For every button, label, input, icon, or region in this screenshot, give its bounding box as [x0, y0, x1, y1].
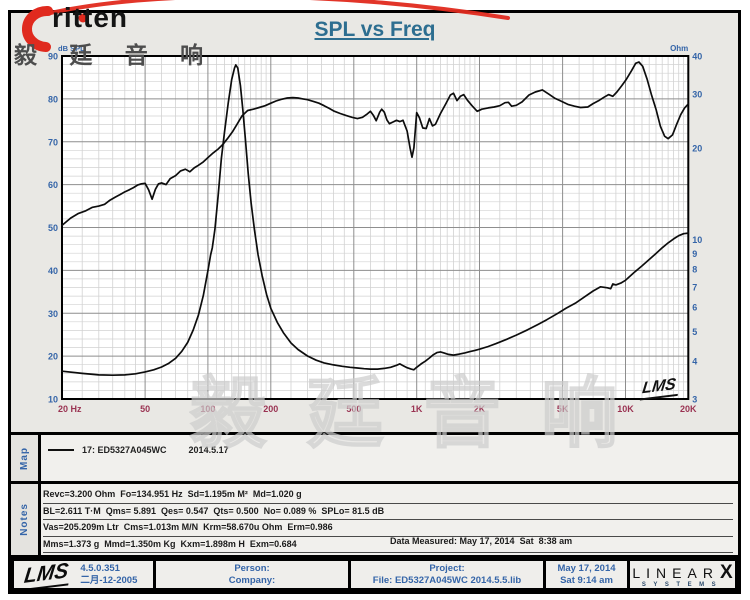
linearx-logo: LINEAR X SYSTEMS [630, 561, 735, 588]
x-tick-label: 1K [411, 404, 423, 414]
x-tick-label: 50 [140, 404, 150, 414]
notes-label-cell: Notes [11, 484, 41, 555]
y-right-tick-label: 3 [692, 395, 697, 405]
impedance-curve [61, 64, 690, 377]
y-right-tick-label: 10 [692, 235, 702, 245]
notes-line-1: Revc=3.200 Ohm Fo=134.951 Hz Sd=1.195m M… [43, 487, 733, 504]
y-right-tick-label: 7 [692, 282, 697, 292]
y-right-tick-label: 30 [692, 90, 702, 100]
separator [11, 432, 738, 435]
y-right-tick-label: 8 [692, 265, 697, 275]
notes-line-4: Mms=1.373 g Mmd=1.350m Kg Kxm=1.898m H E… [43, 537, 733, 553]
footer-date: May 17, 2014 [557, 562, 616, 574]
y-left-tick-label: 70 [48, 137, 58, 147]
legend-item: 17: ED5327A045WC 2014.5.17 [48, 445, 229, 455]
notes-content: Revc=3.200 Ohm Fo=134.951 Hz Sd=1.195m M… [41, 484, 738, 555]
legend-curve-id: 17: ED5327A045WC [82, 445, 167, 455]
legend-line-sample [48, 449, 74, 451]
separator [11, 555, 738, 558]
linearx-x: X [719, 561, 733, 583]
y-right-tick-label: 4 [692, 356, 697, 366]
notes-section: Notes Revc=3.200 Ohm Fo=134.951 Hz Sd=1.… [11, 484, 738, 555]
x-tick-label: 2K [474, 404, 486, 414]
y-right-tick-label: 20 [692, 143, 702, 153]
footer-date-cell: May 17, 2014 Sat 9:14 am [546, 561, 630, 588]
footer-time: Sat 9:14 am [560, 574, 613, 586]
lms-logo: LMS [20, 561, 72, 588]
map-section: Map 17: ED5327A045WC 2014.5.17 [11, 435, 738, 481]
x-tick-label: 100 [200, 404, 215, 414]
y-left-tick-label: 20 [48, 352, 58, 362]
file-label: File: ED5327A045WC 2014.5.5.lib [372, 574, 522, 586]
y-left-tick-label: 90 [48, 52, 58, 62]
x-tick-label: 10K [617, 404, 634, 414]
y-left-tick-label: 60 [48, 180, 58, 190]
y-right-tick-label: 6 [692, 303, 697, 313]
y-right-axis-unit: Ohm [670, 44, 688, 53]
notes-line-2: BL=2.611 T·M Qms= 5.891 Qes= 0.547 Qts= … [43, 504, 733, 520]
plot-border [61, 55, 690, 400]
company-label: Company: [228, 574, 276, 586]
y-left-axis-unit: dB SPL [58, 44, 85, 53]
version-block: 4.5.0.351 二月-12-2005 [80, 563, 137, 586]
y-left-tick-label: 10 [48, 395, 58, 405]
footer-project-cell: Project: File: ED5327A045WC 2014.5.5.lib [351, 561, 546, 588]
version-date: 二月-12-2005 [80, 574, 138, 586]
linearx-systems: SYSTEMS [641, 581, 724, 588]
footer-bar: LMS 4.5.0.351 二月-12-2005 Person: Company… [11, 558, 738, 591]
x-tick-label: 20K [680, 404, 697, 414]
y-right-tick-label: 9 [692, 249, 697, 259]
footer-lms-cell: LMS 4.5.0.351 二月-12-2005 [14, 561, 156, 588]
linearx-wordmark: LINEAR X [632, 562, 732, 584]
map-content: 17: ED5327A045WC 2014.5.17 [41, 435, 738, 481]
y-left-tick-label: 80 [48, 94, 58, 104]
y-left-tick-label: 30 [48, 309, 58, 319]
x-tick-label: 500 [346, 404, 361, 414]
separator [11, 481, 738, 484]
notes-line-3: Vas=205.209m Ltr Cms=1.013m M/N Krm=58.6… [43, 520, 733, 537]
map-section-label: Map [19, 446, 30, 470]
grid-minor-horizontal [62, 64, 689, 391]
notes-section-label: Notes [19, 503, 30, 536]
version-number: 4.5.0.351 [80, 563, 120, 575]
legend-date: 2014.5.17 [188, 445, 229, 455]
y-right-tick-label: 5 [692, 327, 697, 337]
x-tick-label: 5K [557, 404, 569, 414]
spl-curve [61, 61, 690, 227]
y-right-tick-label: 40 [692, 52, 702, 62]
chart-title: SPL vs Freq [314, 18, 436, 41]
linearx-letters: LINEAR [632, 564, 719, 581]
data-measured-text: Data Measured: May 17, 2014 Sat 8:38 am [390, 536, 573, 546]
map-label-cell: Map [11, 435, 41, 481]
project-label: Project: [429, 562, 465, 574]
footer-person-cell: Person: Company: [156, 561, 351, 588]
x-tick-label: 20 Hz [58, 404, 82, 414]
x-tick-label: 200 [263, 404, 278, 414]
y-left-tick-label: 50 [48, 223, 58, 233]
person-label: Person: [234, 562, 270, 574]
y-left-tick-label: 40 [48, 266, 58, 276]
